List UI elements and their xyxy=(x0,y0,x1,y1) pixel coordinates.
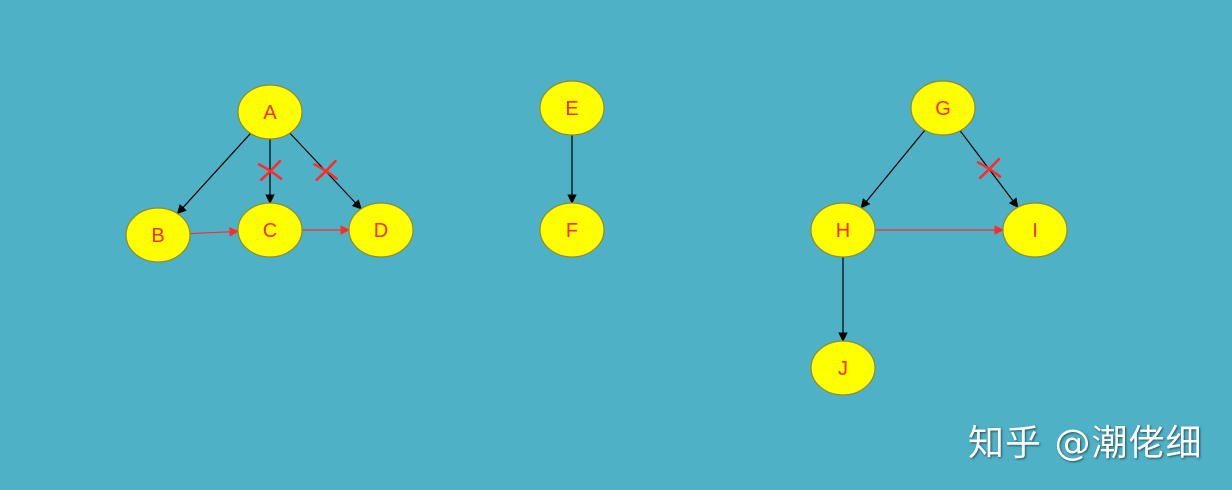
edge-b-c xyxy=(189,227,240,237)
node-ellipse xyxy=(237,202,303,258)
node-ellipse xyxy=(348,202,414,258)
node-label: A xyxy=(263,102,277,124)
node-ellipse xyxy=(1002,202,1068,258)
node-ellipse xyxy=(910,80,976,136)
crosses-layer xyxy=(257,157,1002,182)
node-j: J xyxy=(810,340,876,396)
node-b: B xyxy=(125,207,191,263)
node-label: F xyxy=(566,220,578,242)
node-label: I xyxy=(1032,220,1038,242)
node-label: B xyxy=(151,225,164,247)
cross-mark-a-d xyxy=(313,159,338,182)
node-ellipse xyxy=(539,202,605,258)
node-h: H xyxy=(810,202,876,258)
node-ellipse xyxy=(237,84,303,140)
node-a: A xyxy=(237,84,303,140)
cross-mark-g-i xyxy=(976,157,1002,180)
node-label: D xyxy=(374,220,388,242)
node-label: G xyxy=(935,98,951,120)
node-label: J xyxy=(838,358,848,380)
cross-mark-a-c xyxy=(257,159,283,182)
nodes-layer: A B C D E F G H I J xyxy=(125,80,1068,396)
node-i: I xyxy=(1002,202,1068,258)
node-label: H xyxy=(836,220,850,242)
watermark-text: 知乎 @潮佬细 xyxy=(968,423,1203,464)
node-ellipse xyxy=(810,340,876,396)
node-f: F xyxy=(539,202,605,258)
node-g: G xyxy=(910,80,976,136)
node-e: E xyxy=(539,80,605,136)
node-c: C xyxy=(237,202,303,258)
edge-a-b xyxy=(176,133,251,215)
edge-g-h xyxy=(860,129,926,209)
node-ellipse xyxy=(810,202,876,258)
node-ellipse xyxy=(539,80,605,136)
node-ellipse xyxy=(125,207,191,263)
node-label: E xyxy=(565,98,578,120)
node-label: C xyxy=(263,220,277,242)
node-d: D xyxy=(348,202,414,258)
